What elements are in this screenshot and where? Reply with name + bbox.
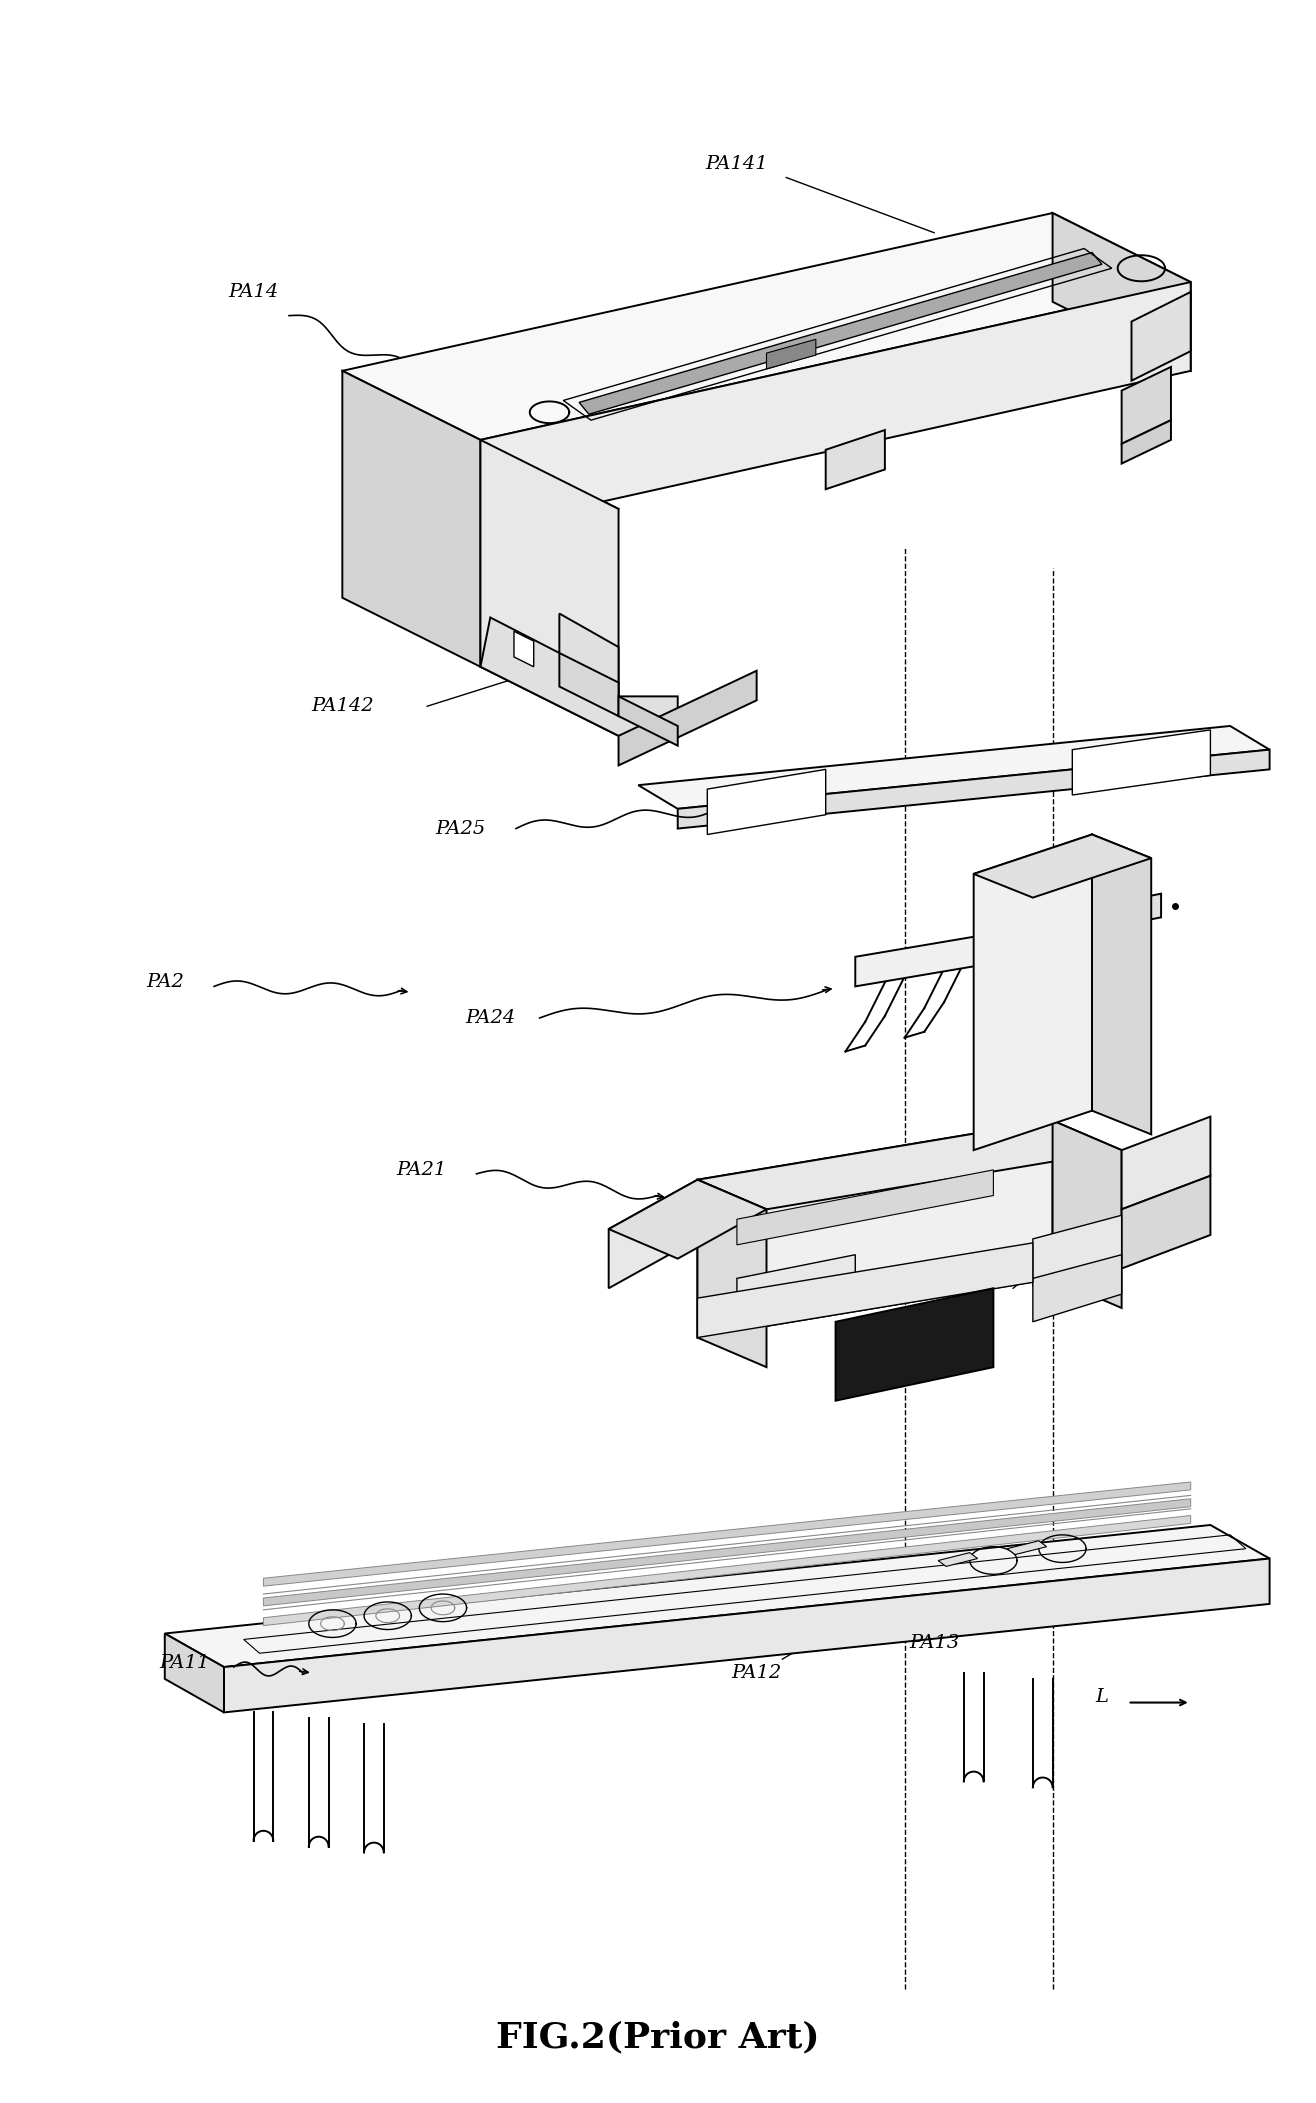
Text: L: L xyxy=(1095,1687,1108,1706)
Text: FIG.2(Prior Art): FIG.2(Prior Art) xyxy=(496,2021,820,2055)
Text: PA12: PA12 xyxy=(732,1663,782,1682)
Polygon shape xyxy=(480,614,678,736)
Polygon shape xyxy=(766,339,816,368)
Polygon shape xyxy=(619,696,678,747)
Polygon shape xyxy=(1073,730,1211,795)
Polygon shape xyxy=(938,1552,978,1567)
Text: PA14: PA14 xyxy=(229,284,279,301)
Polygon shape xyxy=(855,913,1112,986)
Polygon shape xyxy=(737,1169,994,1245)
Polygon shape xyxy=(1007,1541,1046,1554)
Polygon shape xyxy=(638,726,1270,810)
Polygon shape xyxy=(1033,1216,1121,1287)
Polygon shape xyxy=(342,370,480,667)
Polygon shape xyxy=(697,1243,1033,1338)
Polygon shape xyxy=(1053,1121,1121,1308)
Text: PA23: PA23 xyxy=(1087,1052,1137,1070)
Text: PA22: PA22 xyxy=(1037,1253,1087,1272)
Polygon shape xyxy=(737,1255,855,1319)
Polygon shape xyxy=(1121,1176,1211,1268)
Text: PA2: PA2 xyxy=(146,974,184,991)
Polygon shape xyxy=(697,1180,766,1367)
Text: PA141: PA141 xyxy=(705,156,769,172)
Polygon shape xyxy=(164,1634,224,1712)
Polygon shape xyxy=(1033,1255,1121,1323)
Polygon shape xyxy=(224,1558,1270,1712)
Text: PA24: PA24 xyxy=(465,1009,516,1026)
Polygon shape xyxy=(1132,292,1191,381)
Polygon shape xyxy=(1121,1117,1211,1209)
Polygon shape xyxy=(825,429,884,490)
Text: PA25: PA25 xyxy=(436,820,486,837)
Polygon shape xyxy=(559,652,619,717)
Polygon shape xyxy=(515,631,534,667)
Text: PA11: PA11 xyxy=(159,1655,209,1672)
Polygon shape xyxy=(994,854,1092,871)
Polygon shape xyxy=(619,671,757,765)
Polygon shape xyxy=(609,1180,697,1289)
Polygon shape xyxy=(1121,421,1171,463)
Polygon shape xyxy=(974,835,1092,1150)
Polygon shape xyxy=(1121,366,1171,444)
Polygon shape xyxy=(164,1525,1270,1668)
Polygon shape xyxy=(579,252,1101,414)
Polygon shape xyxy=(974,835,1152,898)
Polygon shape xyxy=(1053,212,1191,370)
Polygon shape xyxy=(697,1121,1053,1338)
Polygon shape xyxy=(480,440,619,736)
Polygon shape xyxy=(1033,854,1092,919)
Text: PA13: PA13 xyxy=(909,1634,959,1653)
Polygon shape xyxy=(263,1483,1191,1586)
Polygon shape xyxy=(263,1499,1191,1607)
Polygon shape xyxy=(1092,894,1161,932)
Polygon shape xyxy=(263,1516,1191,1626)
Polygon shape xyxy=(609,1180,766,1260)
Polygon shape xyxy=(836,1289,994,1401)
Polygon shape xyxy=(1092,835,1152,1134)
Text: PA142: PA142 xyxy=(311,698,374,715)
Polygon shape xyxy=(707,770,825,835)
Polygon shape xyxy=(480,282,1191,528)
Polygon shape xyxy=(678,749,1270,829)
Polygon shape xyxy=(342,212,1191,440)
Text: PA21: PA21 xyxy=(396,1161,446,1180)
Polygon shape xyxy=(697,1121,1121,1209)
